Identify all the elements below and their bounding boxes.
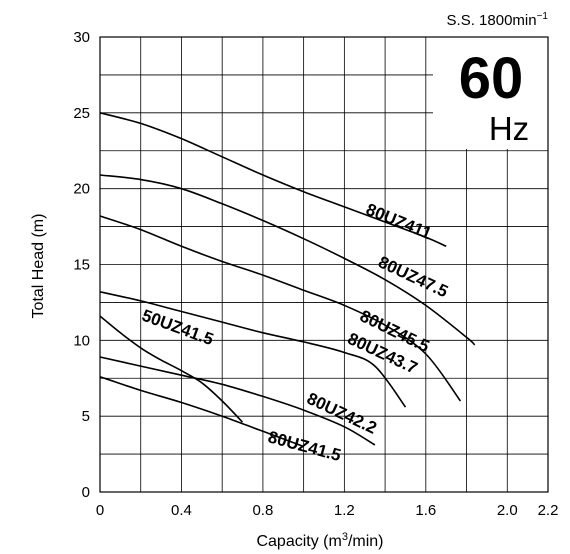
x-axis-title: Capacity (m3/min) [256,531,383,550]
frequency-unit: Hz [489,110,529,147]
series-label-80uz411: 80UZ411 [363,200,434,243]
series-labels: 80UZ41180UZ47.580UZ45.580UZ43.780UZ42.28… [139,200,451,465]
curve-80uz45-5 [99,215,462,402]
curve-80uz47-5 [99,174,476,346]
speed-label-superscript: −1 [537,11,549,22]
x-tick-label: 2.0 [497,502,518,519]
y-axis-title: Total Head (m) [30,214,47,319]
x-tick-label: 2.2 [538,502,559,519]
series-label-80uz47-5: 80UZ47.5 [375,252,451,301]
series-label-80uz41-5: 80UZ41.5 [266,427,343,465]
curve-80uz41-5 [99,375,304,448]
y-tick-label: 0 [82,484,90,501]
speed-label: S.S. 1800min−1 [447,11,549,29]
curves [99,112,476,448]
curve-80uz411 [99,112,447,248]
x-tick-label: 1.6 [415,502,436,519]
y-tick-label: 10 [73,332,90,349]
y-tick-label: 5 [82,408,90,425]
y-tick-label: 30 [73,29,90,46]
curve-50uz41-5 [99,315,244,423]
y-tick-label: 25 [73,105,90,122]
x-tick-label: 0.8 [252,502,273,519]
plot-frame [99,36,549,493]
x-tick-label: 0.4 [171,502,192,519]
curve-80uz43-7 [99,291,407,408]
series-label-50uz41-5: 50UZ41.5 [139,306,216,349]
series-label-80uz42-2: 80UZ42.2 [304,389,380,438]
y-tick-label: 15 [73,257,90,274]
y-tick-label: 20 [73,181,90,198]
curve-80uz42-2 [99,356,376,446]
frequency-value: 60 [459,46,524,111]
tick-labels: 0 0.4 0.8 1.2 1.6 2.0 2.2 0 5 10 15 20 25 30 [73,29,558,519]
frequency-box [433,37,548,149]
speed-label-text: S.S. 1800min [447,12,537,29]
plot-border [99,36,549,493]
grid [100,37,548,492]
x-axis-title-rest: /min) [348,533,384,550]
x-tick-label: 0 [96,502,104,519]
x-axis-title-superscript: 3 [342,531,348,543]
x-tick-label: 1.2 [334,502,355,519]
